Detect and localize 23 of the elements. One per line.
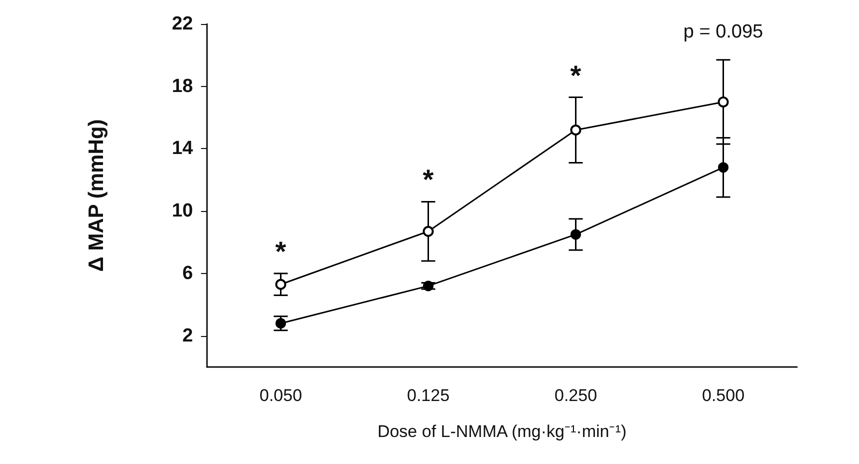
point xyxy=(275,278,286,290)
x-tick-label: 0.125 xyxy=(406,386,450,405)
y-tick-label: 14 xyxy=(172,138,194,160)
annotation: p = 0.095 xyxy=(683,21,764,42)
y-tick-label: 2 xyxy=(182,325,193,346)
x-axis-title: Dose of L-NMMA (mg·kg⁻¹·min⁻¹) xyxy=(377,422,627,441)
y-tick-label: 18 xyxy=(172,76,193,97)
annotation: * xyxy=(422,164,434,196)
point xyxy=(718,162,728,173)
y-tick-label: 10 xyxy=(172,200,193,222)
point xyxy=(718,96,729,108)
point xyxy=(423,280,434,292)
annotation: * xyxy=(275,236,286,267)
x-tick-label: 0.250 xyxy=(554,386,598,405)
point xyxy=(570,124,582,136)
y-tick-label: 6 xyxy=(182,262,193,284)
annotation: * xyxy=(570,60,582,91)
y-tick-label: 22 xyxy=(172,14,193,34)
x-tick-label: 0.500 xyxy=(702,386,745,405)
point xyxy=(422,226,434,237)
point xyxy=(570,229,581,240)
y-axis-title: Δ MAP (mmHg) xyxy=(85,119,108,272)
x-tick-label: 0.050 xyxy=(259,386,302,405)
